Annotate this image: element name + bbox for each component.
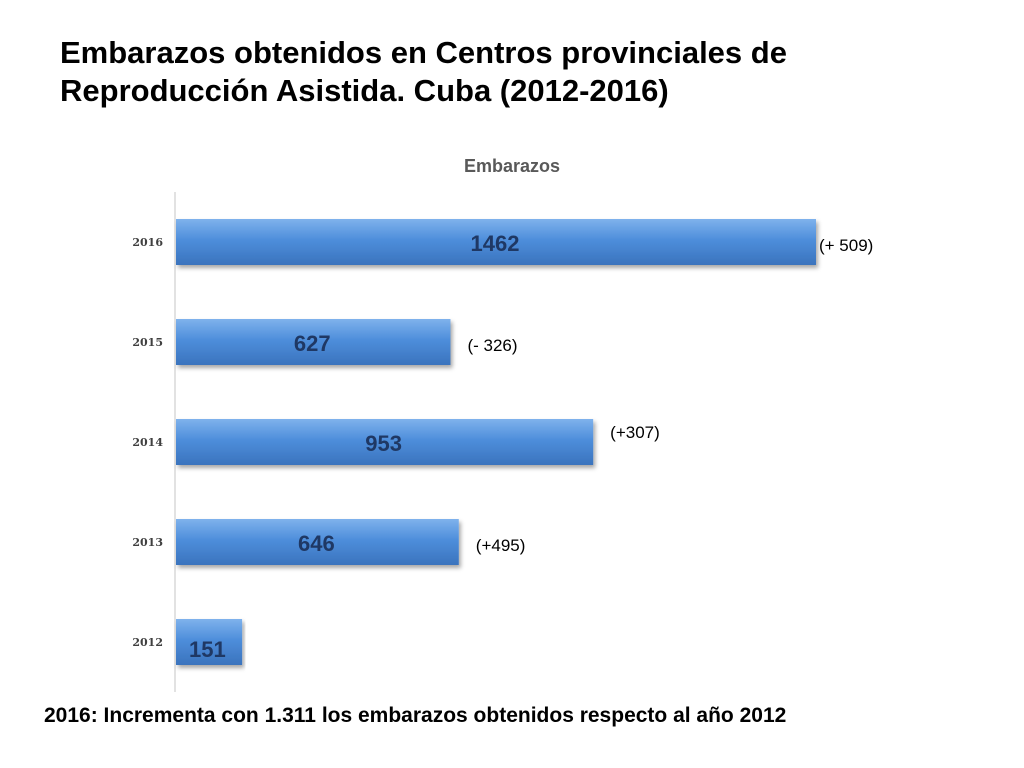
data-label: 953 (365, 431, 402, 456)
y-tick-label: 2014 (132, 436, 163, 449)
data-label: 1462 (471, 231, 520, 256)
change-annotation: (+495) (476, 536, 526, 555)
change-annotation: (- 326) (467, 336, 517, 355)
y-tick-label: 2016 (132, 236, 163, 249)
change-annotation: (+ 509) (819, 236, 873, 255)
slide-title-line-1: Embarazos obtenidos en Centros provincia… (60, 35, 787, 70)
data-label: 627 (294, 331, 331, 356)
bar (176, 419, 594, 465)
chart-title: Embarazos (464, 156, 560, 176)
bar (176, 519, 459, 565)
bar (176, 619, 243, 665)
data-label: 151 (189, 637, 226, 662)
slide-title-line-2: Reproducción Asistida. Cuba (2012-2016) (60, 73, 669, 108)
y-tick-label: 2015 (132, 336, 163, 349)
y-tick-label: 2013 (132, 536, 163, 549)
y-tick-label: 2012 (132, 636, 163, 649)
bar (176, 219, 816, 265)
bars-group: 2016 1462 (+ 509) 2015 627 (- 326) 2014 953 (+30… (132, 219, 873, 665)
data-label: 646 (298, 531, 335, 556)
bar (176, 319, 451, 365)
slide-title: Embarazos obtenidos en Centros provincia… (60, 34, 960, 110)
footer-note: 2016: Incrementa con 1.311 los embarazos… (44, 704, 787, 727)
change-annotation: (+307) (610, 423, 660, 442)
